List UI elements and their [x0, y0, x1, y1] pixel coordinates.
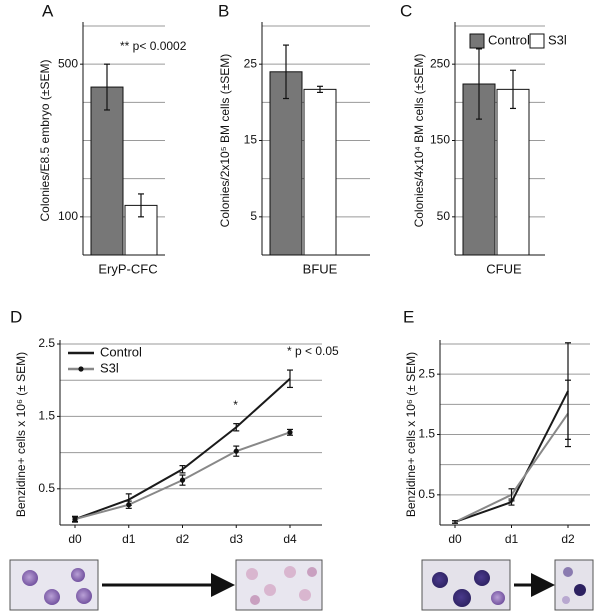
x-tick-label: d2: [561, 532, 575, 546]
y-tick-label: 150: [430, 133, 450, 147]
y-tick-label: 50: [437, 209, 451, 223]
line: [74, 378, 291, 521]
point: [233, 448, 239, 454]
error-bar: [104, 63, 110, 111]
x-axis-label: CFUE: [486, 261, 522, 276]
x-tick-label: d3: [230, 532, 244, 546]
y-tick-label: 0.5: [38, 481, 55, 495]
bar: [90, 86, 124, 256]
y-tick-label: 15: [244, 133, 258, 147]
y-axis-label: Benzidine+ cells x 10⁶ (± SEM): [404, 352, 418, 517]
x-tick-label: d0: [68, 532, 82, 546]
y-tick-label: 250: [430, 56, 450, 70]
micrograph-d-start: [9, 559, 99, 611]
y-tick-label: 5: [250, 209, 257, 223]
legend-label: Control: [100, 344, 142, 359]
y-axis-label: Colonies/E8.5 embryo (±SEM): [38, 60, 52, 222]
y-tick-label: 25: [244, 56, 258, 70]
error-bar: [508, 488, 515, 502]
y-tick-label: 100: [58, 209, 78, 223]
point: [126, 502, 132, 508]
legend-label: S3l: [100, 360, 119, 375]
legend-marker: [78, 366, 84, 372]
bar: [269, 71, 303, 256]
panel-letter: A: [42, 1, 54, 20]
panel-letter: B: [218, 1, 229, 20]
y-tick-label: 0.5: [418, 487, 435, 501]
x-tick-label: d2: [176, 532, 190, 546]
y-axis-label: Colonies/2x10⁵ BM cells (±SEM): [218, 54, 232, 228]
y-tick-label: 2.5: [418, 366, 435, 380]
error-bar: [452, 520, 458, 524]
micrograph-e-end: [554, 559, 594, 611]
x-tick-label: d0: [448, 532, 462, 546]
y-axis-label: Benzidine+ cells x 10⁶ (± SEM): [14, 352, 28, 517]
panel-letter: D: [10, 307, 22, 326]
y-tick-label: 1.5: [38, 409, 55, 423]
panel-letter: E: [403, 307, 414, 326]
y-axis-label: Colonies/4x10⁴ BM cells (±SEM): [412, 54, 426, 228]
y-tick-label: 1.5: [418, 427, 435, 441]
error-bar: [233, 423, 240, 432]
legend-label: Control: [488, 32, 530, 47]
error-bar: [287, 369, 293, 389]
point: [72, 516, 78, 522]
line: [454, 412, 569, 523]
point: [287, 429, 293, 435]
error-bar: [283, 44, 289, 100]
legend-label: S3l: [548, 32, 567, 47]
x-tick-label: d1: [505, 532, 519, 546]
x-tick-label: d4: [283, 532, 297, 546]
error-bar: [179, 465, 186, 474]
micrograph-d-end: [235, 559, 323, 611]
micrograph-e-start: [421, 559, 511, 611]
bar: [303, 88, 337, 256]
legend-swatch: [529, 33, 545, 49]
annotation: ** p< 0.0002: [120, 39, 187, 53]
error-bar: [510, 69, 516, 110]
x-tick-label: d1: [122, 532, 136, 546]
error-bar: [565, 379, 571, 448]
x-axis-label: BFUE: [303, 261, 338, 276]
annotation: * p < 0.05: [287, 344, 339, 358]
x-axis-label: EryP-CFC: [98, 261, 157, 276]
y-tick-label: 2.5: [38, 336, 55, 350]
error-bar: [317, 85, 323, 94]
panel-letter: C: [400, 1, 412, 20]
error-bar: [476, 48, 482, 120]
point: [179, 477, 186, 483]
error-bar: [138, 193, 144, 218]
bar: [496, 88, 530, 256]
legend-swatch: [469, 33, 485, 49]
annotation: *: [233, 398, 238, 412]
y-tick-label: 500: [58, 56, 78, 70]
